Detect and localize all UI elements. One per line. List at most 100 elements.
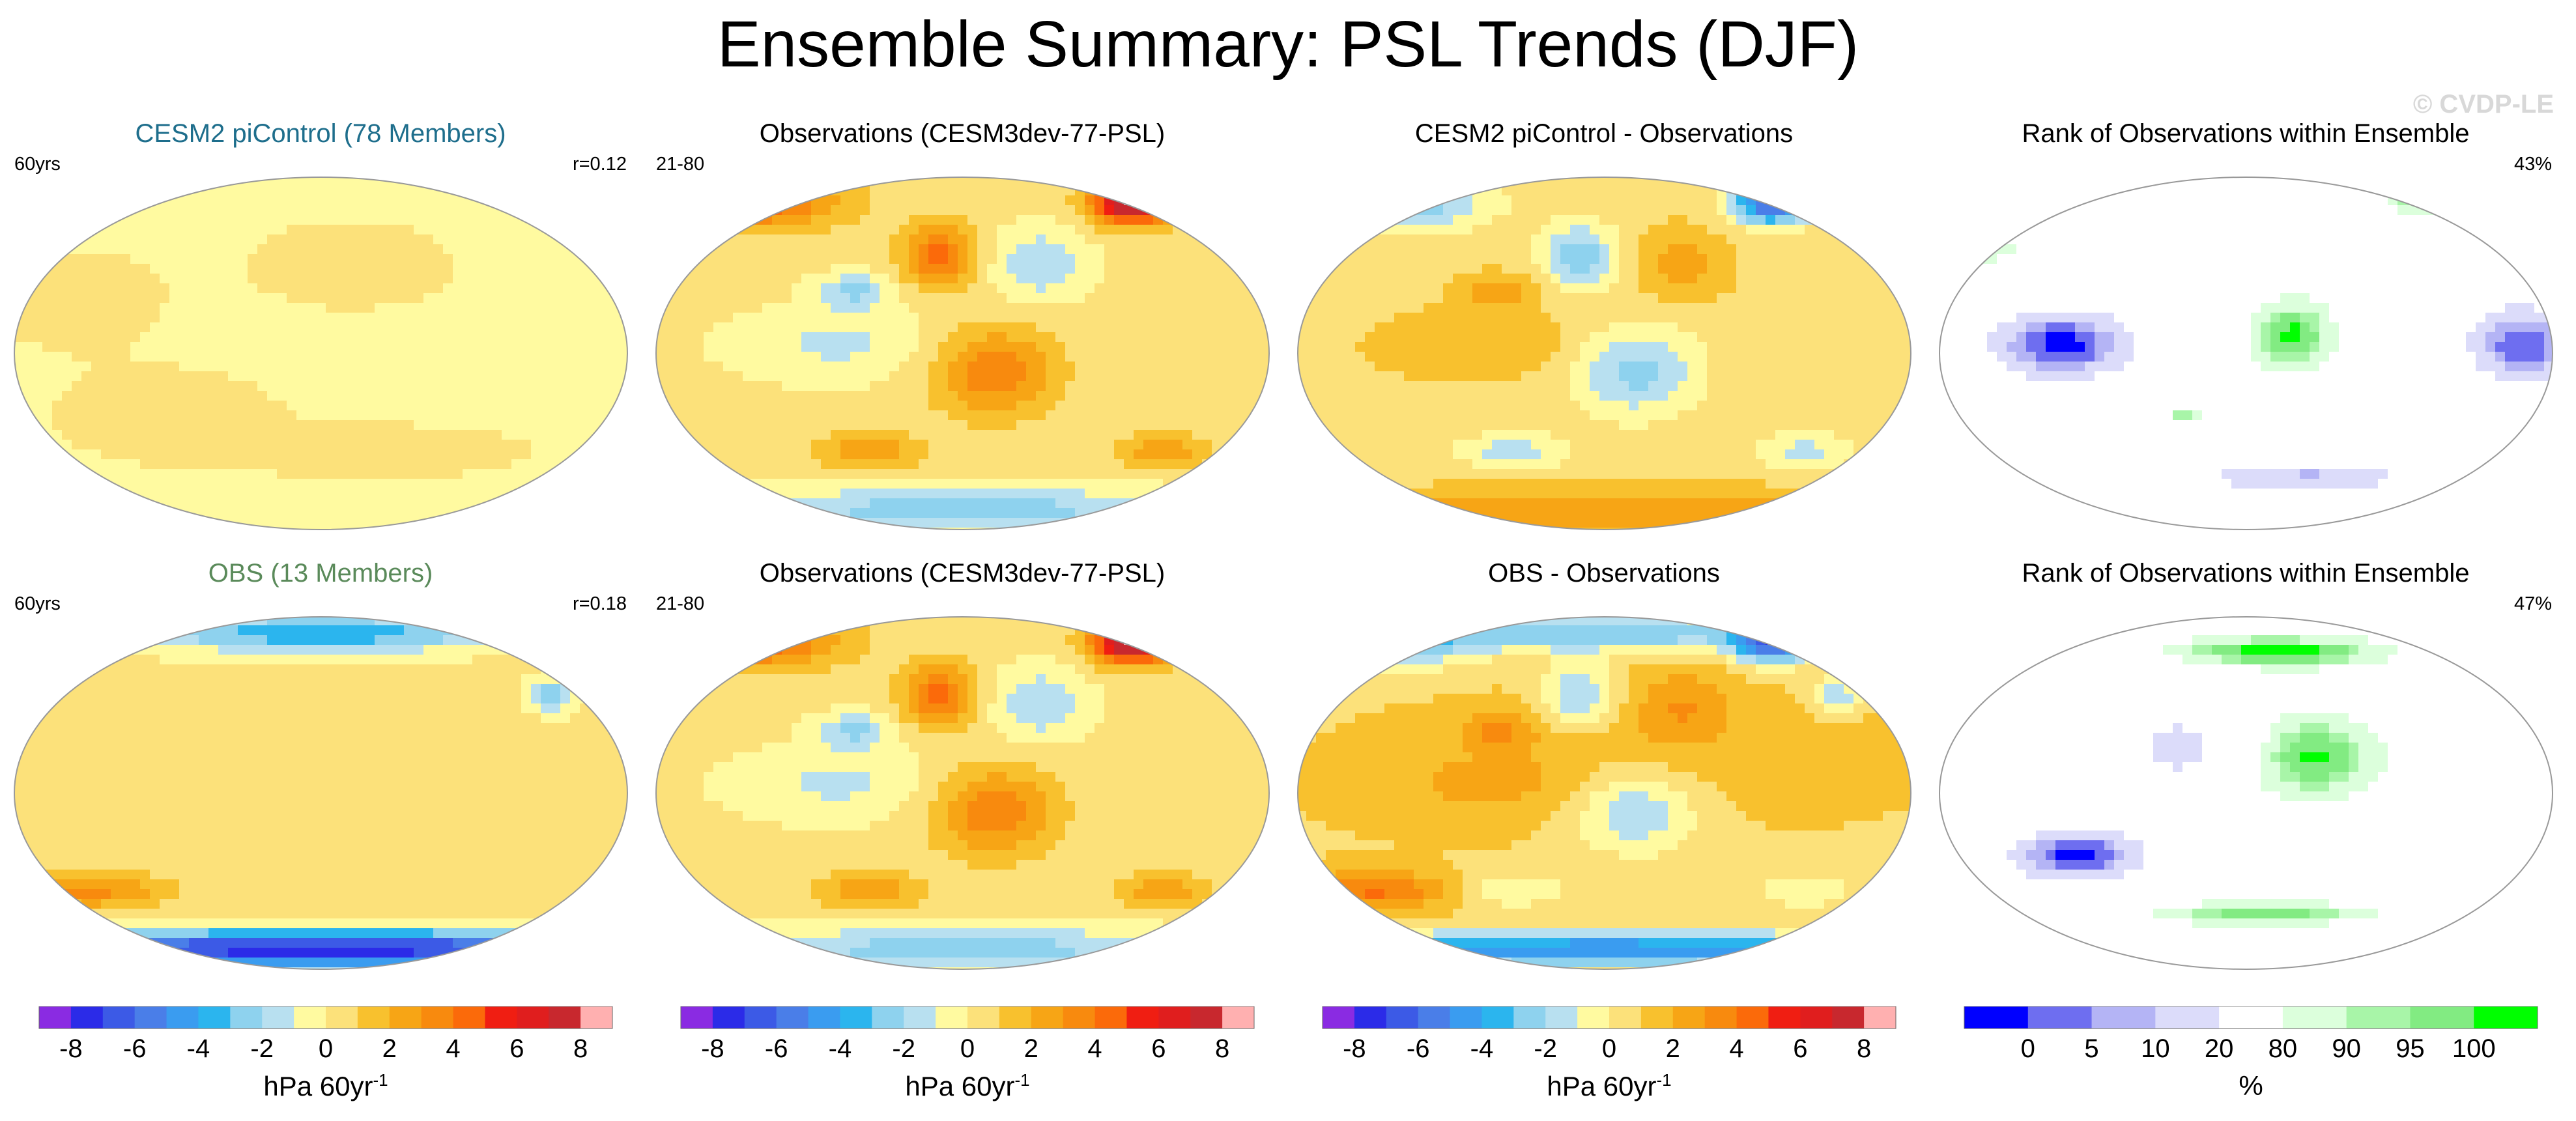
- panel-title: Rank of Observations within Ensemble: [2022, 119, 2470, 148]
- colorbar-swatch: [1609, 1006, 1642, 1029]
- colorbar-swatch: [580, 1006, 613, 1029]
- colorbar-swatch: [294, 1006, 326, 1029]
- panel-period-label: 21-80: [656, 593, 705, 614]
- colorbar-swatch: [517, 1006, 549, 1029]
- colorbar-tick-label: 4: [1729, 1034, 1743, 1063]
- colorbar-swatch: [326, 1006, 358, 1029]
- colorbar-tick-label: -6: [123, 1034, 147, 1063]
- trend-map: [14, 616, 628, 970]
- colorbar-tick-label: 6: [509, 1034, 524, 1063]
- colorbar-tick-label: -8: [59, 1034, 83, 1063]
- colorbar-tick-label: 20: [2205, 1034, 2234, 1063]
- watermark: © CVDP-LE: [2412, 90, 2554, 119]
- trend-map: [14, 177, 628, 530]
- colorbar-unit-label: hPa 60yr-1: [1547, 1070, 1672, 1101]
- colorbar-unit-label: hPa 60yr-1: [905, 1070, 1030, 1101]
- panel-title: OBS (13 Members): [208, 559, 433, 588]
- colorbar-tick-label: -6: [1407, 1034, 1430, 1063]
- colorbar-swatch: [872, 1006, 904, 1029]
- trend-map: [655, 616, 1270, 970]
- colorbar-swatch: [485, 1006, 517, 1029]
- colorbar: 0 5 10 20 80 90 95 100%: [1932, 1006, 2570, 1111]
- colorbar-unit-label: hPa 60yr-1: [263, 1070, 388, 1101]
- panel-stat-label: r=0.12: [572, 154, 627, 175]
- trend-map: [1297, 616, 1911, 970]
- map-panel: Observations (CESM3dev-77-PSL) 21-80: [643, 557, 1281, 1006]
- colorbar-tick-label: 6: [1793, 1034, 1807, 1063]
- colorbar-swatch: [2474, 1006, 2538, 1029]
- field-cells: [1939, 177, 2553, 530]
- colorbar-swatches: -8 -6 -4 -2 0 2 4 6 8: [1322, 1006, 1896, 1063]
- colorbar-tick-label: 2: [1666, 1034, 1680, 1063]
- colorbar-swatch: [1672, 1006, 1706, 1029]
- colorbar-tick-label: 8: [573, 1034, 588, 1063]
- colorbar-swatch: [2219, 1006, 2283, 1029]
- map-border: [655, 616, 1270, 970]
- colorbar-swatch: [198, 1006, 231, 1029]
- panel-period-label: 21-80: [656, 154, 705, 175]
- colorbar-tick-label: -2: [250, 1034, 274, 1063]
- colorbar-swatch: [102, 1006, 136, 1029]
- map-border: [1297, 177, 1911, 530]
- panel-title: OBS - Observations: [1488, 559, 1720, 588]
- panel-title: CESM2 piControl - Observations: [1414, 119, 1794, 148]
- colorbar-swatch: [1354, 1006, 1387, 1029]
- colorbar-swatch: [2027, 1006, 2093, 1029]
- colorbar-swatch: [1736, 1006, 1769, 1029]
- colorbar-swatches: -8 -6 -4 -2 0 2 4 6 8: [38, 1006, 613, 1063]
- map-border: [1939, 616, 2553, 970]
- field-cells: [1939, 617, 2553, 969]
- colorbar-tick-label: -8: [1343, 1034, 1366, 1063]
- map-panel: CESM2 piControl (78 Members) 60yrs r=0.12: [1, 117, 640, 567]
- colorbar-tick-label: 2: [1024, 1034, 1038, 1063]
- colorbar-swatch: [1640, 1006, 1674, 1029]
- panel-stat-label: 43%: [2513, 154, 2552, 175]
- colorbar-swatch: [2282, 1006, 2347, 1029]
- colorbar-swatch: [357, 1006, 390, 1029]
- trend-map: [1297, 177, 1911, 530]
- map-panel: OBS (13 Members) 60yrs r=0.18: [1, 557, 640, 1006]
- colorbar: -8 -6 -4 -2 0 2 4 6 8 hPa 60yr-1: [1290, 1006, 1928, 1111]
- colorbar-swatch: [681, 1006, 713, 1029]
- colorbar-swatch: [230, 1006, 263, 1029]
- map-border: [14, 177, 628, 530]
- rank-map: [1939, 177, 2553, 530]
- map-panel: Rank of Observations within Ensemble 47%: [1926, 557, 2565, 1006]
- colorbar: -8 -6 -4 -2 0 2 4 6 8 hPa 60yr-1: [7, 1006, 645, 1111]
- colorbar-swatch: [1481, 1006, 1514, 1029]
- colorbar-tick-label: 8: [1215, 1034, 1229, 1063]
- colorbar-tick-label: 4: [446, 1034, 460, 1063]
- colorbar-tick-label: 0: [960, 1034, 975, 1063]
- rank-map: [1939, 616, 2553, 970]
- colorbar-swatch: [967, 1006, 1000, 1029]
- panel-stat-label: r=0.18: [572, 593, 627, 614]
- map-border: [655, 177, 1270, 530]
- colorbar-tick-label: 90: [2332, 1034, 2361, 1063]
- colorbar-swatch: [453, 1006, 485, 1029]
- colorbar-tick-label: 6: [1151, 1034, 1166, 1063]
- colorbar-tick-label: 5: [2084, 1034, 2098, 1063]
- colorbar-swatch: [421, 1006, 454, 1029]
- colorbar-tick-label: -2: [1534, 1034, 1557, 1063]
- panel-period-label: 60yrs: [14, 593, 61, 614]
- colorbar-swatch: [1513, 1006, 1546, 1029]
- colorbar-swatch: [134, 1006, 167, 1029]
- colorbar-swatch: [1450, 1006, 1482, 1029]
- colorbar-swatch: [1577, 1006, 1610, 1029]
- colorbar-tick-label: 4: [1087, 1034, 1102, 1063]
- colorbar-tick-label: 10: [2141, 1034, 2170, 1063]
- colorbar-tick-label: 8: [1857, 1034, 1871, 1063]
- colorbar-swatch: [744, 1006, 777, 1029]
- map-panel: Observations (CESM3dev-77-PSL) 21-80: [643, 117, 1281, 567]
- colorbar-swatch: [840, 1006, 872, 1029]
- colorbar-swatch: [1222, 1006, 1255, 1029]
- colorbar-tick-label: -2: [892, 1034, 915, 1063]
- colorbar-tick-label: 0: [2021, 1034, 2035, 1063]
- colorbar-swatch: [808, 1006, 840, 1029]
- colorbar-unit-label: %: [2239, 1070, 2263, 1101]
- colorbar-swatches: 0 5 10 20 80 90 95 100: [1964, 1006, 2538, 1063]
- colorbar-swatch: [166, 1006, 199, 1029]
- colorbar-swatch: [2091, 1006, 2156, 1029]
- field-cells: [1298, 177, 1911, 530]
- panel-period-label: 60yrs: [14, 154, 61, 175]
